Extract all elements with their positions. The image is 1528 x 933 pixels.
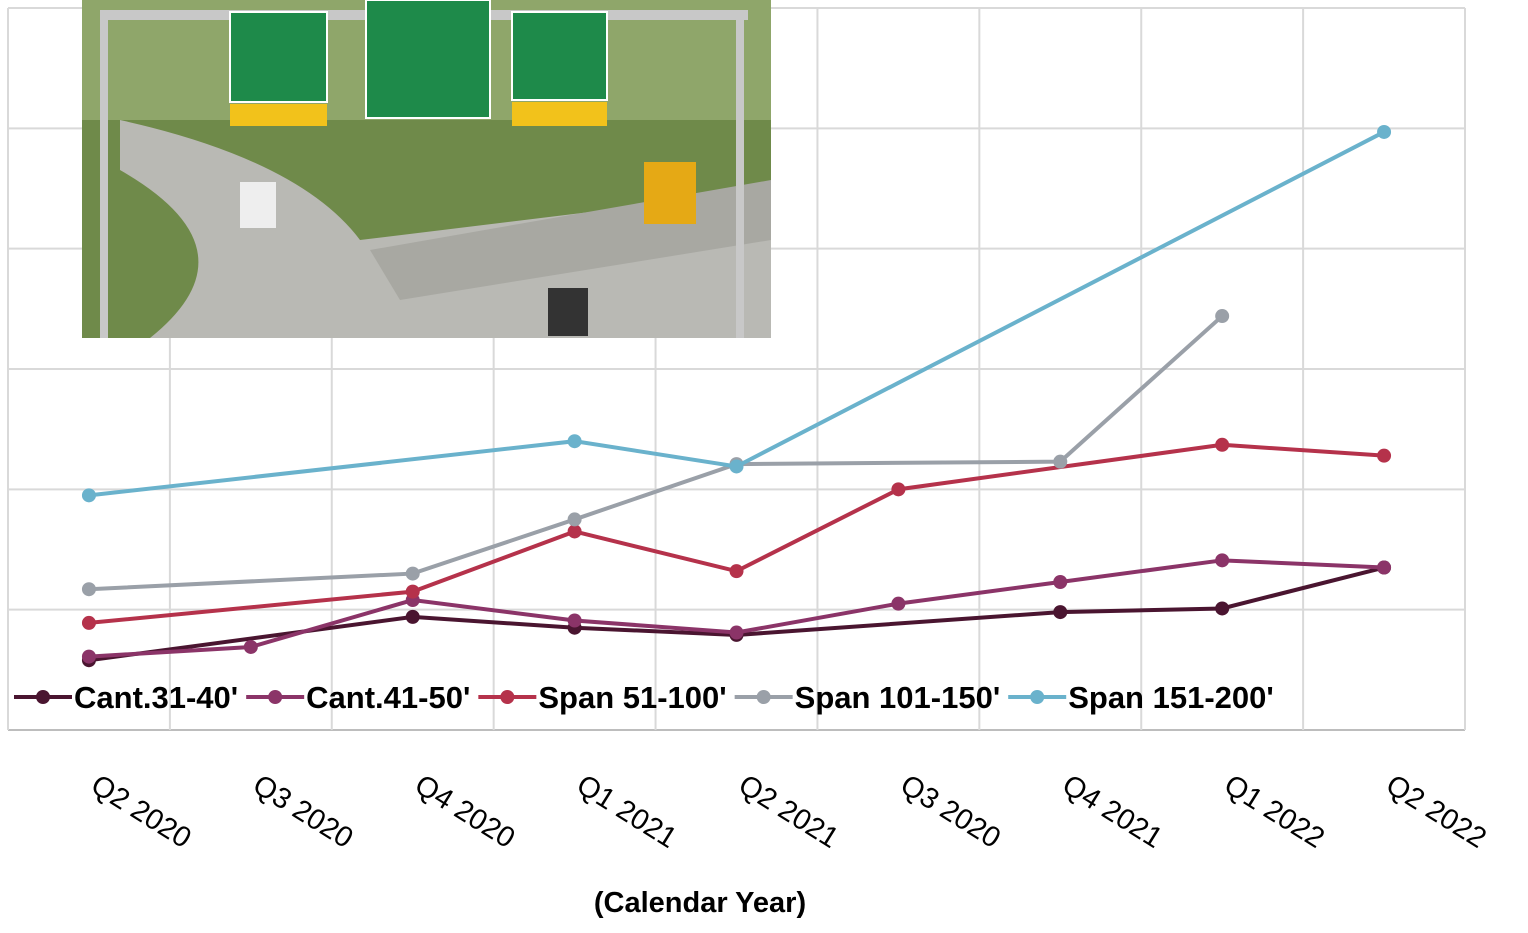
- legend-label: Span 151-200': [1068, 680, 1274, 715]
- point: [1215, 553, 1230, 568]
- sign: [365, 0, 491, 119]
- point: [81, 615, 96, 630]
- legend-label: Span 101-150': [795, 680, 1001, 715]
- series-line: [88, 130, 1385, 498]
- point: [567, 613, 582, 628]
- point: [243, 639, 258, 654]
- x-tick-label: Q4 2020: [409, 769, 520, 855]
- sign: [229, 11, 328, 103]
- point: [405, 584, 420, 599]
- gantry: [100, 10, 108, 338]
- legend-label: Cant.41-50': [306, 680, 470, 715]
- point: [1053, 574, 1068, 589]
- x-tick-label: Q1 2022: [1218, 769, 1329, 855]
- sign: [230, 104, 327, 126]
- legend-marker: [500, 690, 515, 704]
- point: [729, 564, 744, 579]
- x-tick-label: Q4 2021: [1057, 769, 1168, 855]
- x-tick-label: Q3 2020: [247, 769, 358, 855]
- point: [1377, 448, 1392, 463]
- legend: Cant.31-40' Cant.41-50' Span 51-100' Span 1…: [14, 680, 1274, 715]
- point: [891, 596, 906, 611]
- x-tick-label: Q2 2020: [85, 769, 196, 855]
- point: [1215, 601, 1230, 616]
- point: [1053, 454, 1068, 469]
- point: [1215, 309, 1230, 324]
- legend-marker: [756, 690, 771, 704]
- point: [567, 434, 582, 449]
- sign: [512, 102, 607, 126]
- x-tick-label: Q3 2020: [895, 769, 1006, 855]
- lines: [81, 124, 1392, 668]
- x-tick-label: Q2 2022: [1380, 769, 1491, 855]
- point: [405, 566, 420, 581]
- legend-marker: [1030, 690, 1045, 704]
- point: [81, 582, 96, 597]
- point: [891, 482, 906, 497]
- x-tick-label: Q2 2021: [733, 769, 844, 855]
- point: [81, 649, 96, 664]
- point: [729, 625, 744, 640]
- series-line: [88, 314, 1224, 592]
- car: [548, 288, 588, 336]
- bus: [644, 162, 696, 224]
- point: [1377, 124, 1392, 139]
- legend-label: Span 51-100': [538, 680, 726, 715]
- point: [1053, 605, 1068, 620]
- point: [729, 459, 744, 474]
- van: [240, 182, 276, 228]
- x-tick-label: Q1 2021: [571, 769, 682, 855]
- legend-marker: [36, 690, 50, 704]
- photo: [82, 0, 771, 338]
- point: [81, 488, 96, 503]
- point: [1215, 437, 1230, 452]
- legend-marker: [268, 690, 283, 704]
- point: [567, 524, 582, 539]
- sign: [511, 11, 608, 101]
- x-axis-title: (Calendar Year): [594, 887, 806, 919]
- point: [567, 512, 582, 527]
- gantry: [736, 10, 744, 338]
- legend-label: Cant.31-40': [74, 680, 238, 715]
- road: [120, 120, 771, 338]
- point: [405, 609, 420, 624]
- point: [1377, 560, 1392, 575]
